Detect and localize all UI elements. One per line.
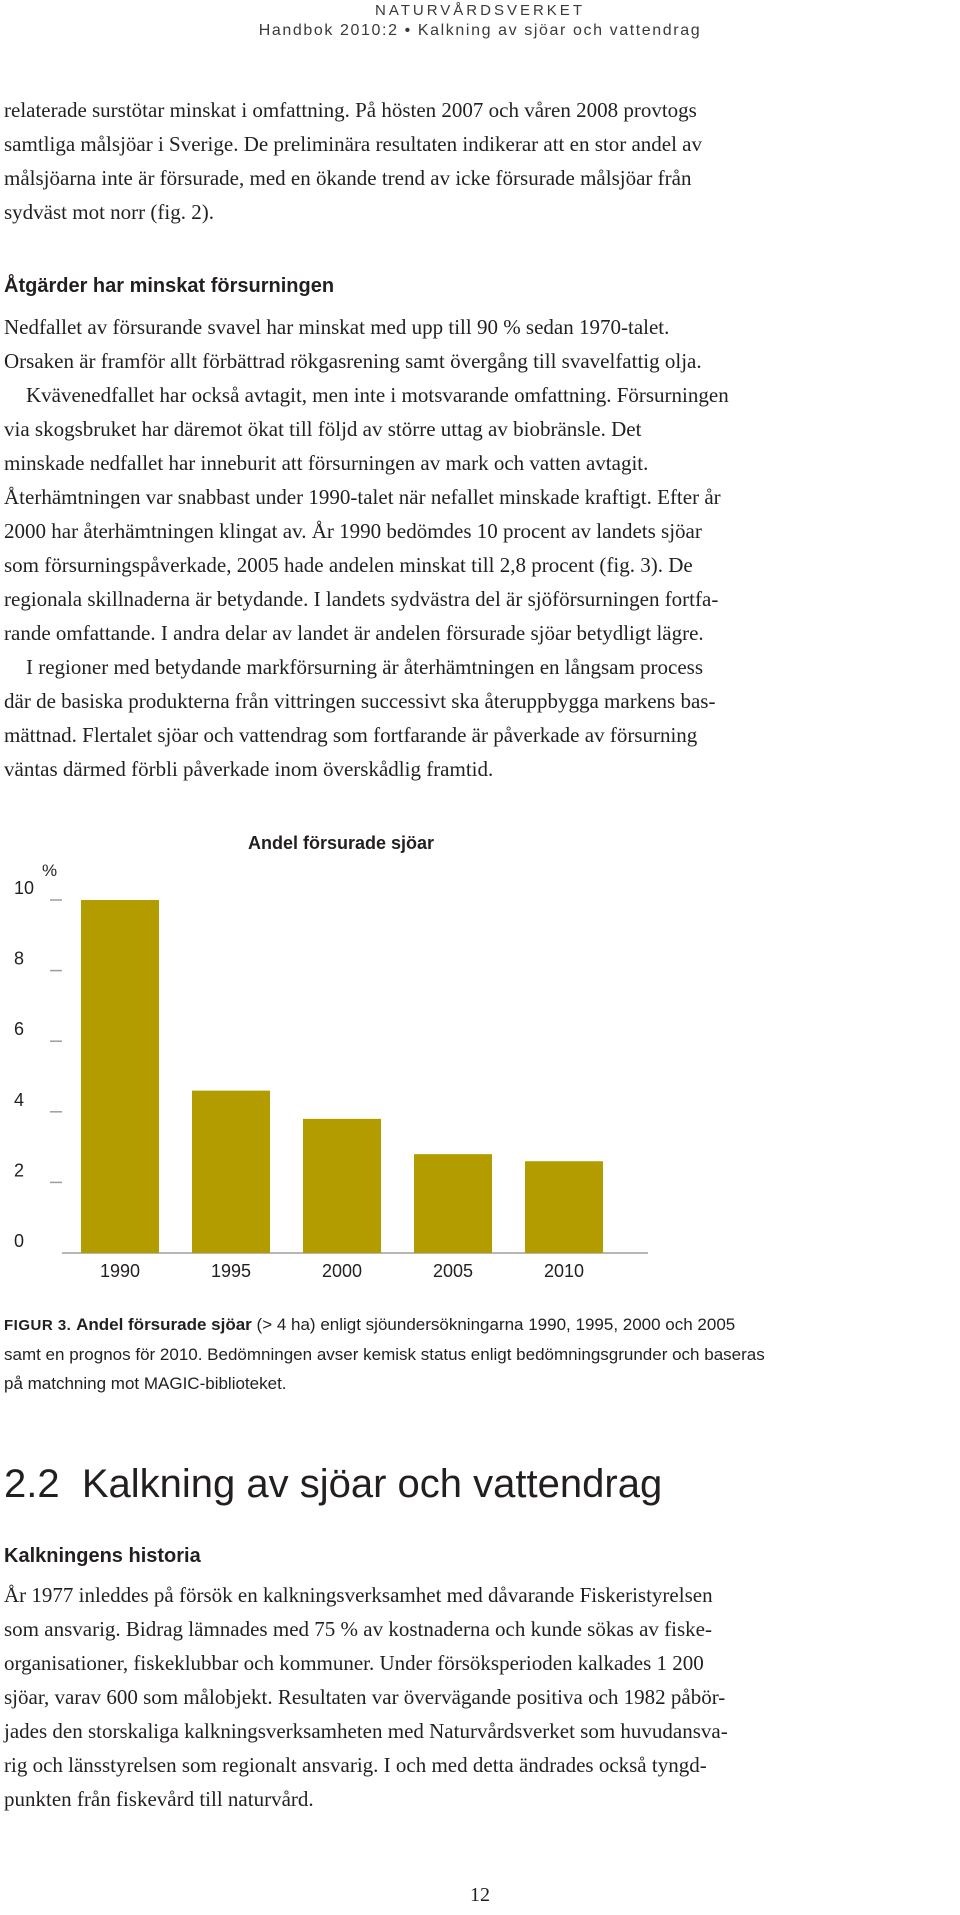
- text-line: Nedfallet av försurande svavel har minsk…: [4, 315, 670, 339]
- handbook-title: Handbok 2010:2 • Kalkning av sjöar och v…: [258, 22, 702, 39]
- subheading-history: Kalkningens historia: [4, 1545, 201, 1567]
- x-tick-label: 2000: [322, 1261, 362, 1280]
- subheading-measures: Åtgärder har minskat försurningen: [4, 275, 335, 297]
- text-line: som ansvarig. Bidrag lämnades med 75 % a…: [4, 1617, 712, 1641]
- x-tick-label: 1995: [211, 1261, 251, 1280]
- caption-title: Andel försurade sjöar: [76, 1315, 252, 1334]
- text-line: 2000 har återhämtningen klingat av. År 1…: [4, 519, 702, 543]
- x-tick-label: 2010: [544, 1261, 584, 1280]
- text-line: sjöar, varav 600 som målobjekt. Resultat…: [4, 1685, 726, 1709]
- chart-title: Andel försurade sjöar: [248, 833, 434, 853]
- text-line: Kvävenedfallet har också avtagit, men in…: [26, 383, 729, 407]
- caption-line: samt en prognos för 2010. Bedömningen av…: [4, 1345, 765, 1364]
- caption-line: FIGUR 3. Andel försurade sjöar (> 4 ha) …: [4, 1310, 944, 1340]
- y-axis-ticks: 0 2 4 6 8 10: [14, 878, 62, 1251]
- y-tick-label: 0: [14, 1231, 24, 1251]
- x-tick-label: 1990: [100, 1261, 140, 1280]
- text-line: som försurningspåverkade, 2005 hade ande…: [4, 553, 693, 577]
- paragraph-history: År 1977 inleddes på försök en kalkningsv…: [4, 1578, 934, 1816]
- y-tick-label: 10: [14, 878, 34, 898]
- paragraph-recovery: I regioner med betydande markförsurning …: [4, 650, 934, 786]
- text-line: där de basiska produkterna från vittring…: [4, 689, 716, 713]
- text-line: jades den storskaliga kalkningsverksamhe…: [4, 1719, 728, 1743]
- text-line: relaterade surstötar minskat i omfattnin…: [4, 98, 697, 122]
- text-line: regionala skillnaderna är betydande. I l…: [4, 587, 719, 611]
- text-line: Återhämtningen var snabbast under 1990-t…: [4, 485, 721, 509]
- text-line: via skogsbruket har däremot ökat till fö…: [4, 417, 642, 441]
- bar-2005: [414, 1154, 492, 1253]
- text-line: rig och länsstyrelsen som regionalt ansv…: [4, 1753, 707, 1777]
- bar-1995: [192, 1090, 270, 1253]
- bars-group: [81, 900, 603, 1253]
- text-line: År 1977 inleddes på försök en kalkningsv…: [4, 1583, 713, 1607]
- text-line: rande omfattande. I andra delar av lande…: [4, 621, 704, 645]
- y-tick-label: 8: [14, 949, 24, 969]
- bar-2000: [303, 1118, 381, 1253]
- x-axis-labels: 1990 1995 2000 2005 2010: [100, 1261, 584, 1281]
- paragraph-measures: Nedfallet av försurande svavel har minsk…: [4, 310, 934, 650]
- section-title: 2.2 Kalkning av sjöar och vattendrag: [4, 1462, 663, 1506]
- intro-paragraph: relaterade surstötar minskat i omfattnin…: [4, 93, 934, 229]
- bar-2010: [525, 1161, 603, 1253]
- text-line: mättnad. Flertalet sjöar och vattendrag …: [4, 723, 698, 747]
- y-axis-unit: %: [42, 861, 57, 880]
- caption-text: (> 4 ha) enligt sjöundersökningarna 1990…: [256, 1315, 736, 1334]
- bar-chart-svg: Andel försurade sjöar % 0 2 4 6 8 10 1990 1995…: [14, 833, 648, 1281]
- figure-caption: FIGUR 3. Andel försurade sjöar (> 4 ha) …: [4, 1310, 944, 1398]
- text-line: organisationer, fiskeklubbar och kommune…: [4, 1651, 704, 1675]
- x-tick-label: 2005: [433, 1261, 473, 1280]
- text-line: väntas därmed förbli påverkade inom över…: [4, 757, 494, 781]
- text-line: sydväst mot norr (fig. 2).: [4, 200, 214, 224]
- y-tick-label: 2: [14, 1160, 24, 1180]
- text-line: I regioner med betydande markförsurning …: [26, 655, 704, 679]
- text-line: minskade nedfallet har inneburit att för…: [4, 451, 649, 475]
- y-tick-label: 6: [14, 1019, 24, 1039]
- y-tick-label: 4: [14, 1090, 24, 1110]
- publisher-name: NATURVÅRDSVERKET: [375, 2, 585, 19]
- page-number: 12: [470, 1884, 490, 1906]
- caption-line: på matchning mot MAGIC-biblioteket.: [4, 1374, 287, 1393]
- text-line: målsjöarna inte är försurade, med en öka…: [4, 166, 692, 190]
- bar-1990: [81, 900, 159, 1253]
- text-line: samtliga målsjöar i Sverige. De prelimin…: [4, 132, 703, 156]
- figure-label: FIGUR 3.: [4, 1317, 72, 1334]
- text-line: Orsaken är framför allt förbättrad rökga…: [4, 349, 702, 373]
- acidified-lakes-chart: Andel försurade sjöar % 0 2 4 6 8 10 1990 1995…: [0, 820, 960, 1281]
- text-line: punkten från fiskevård till naturvård.: [4, 1787, 314, 1811]
